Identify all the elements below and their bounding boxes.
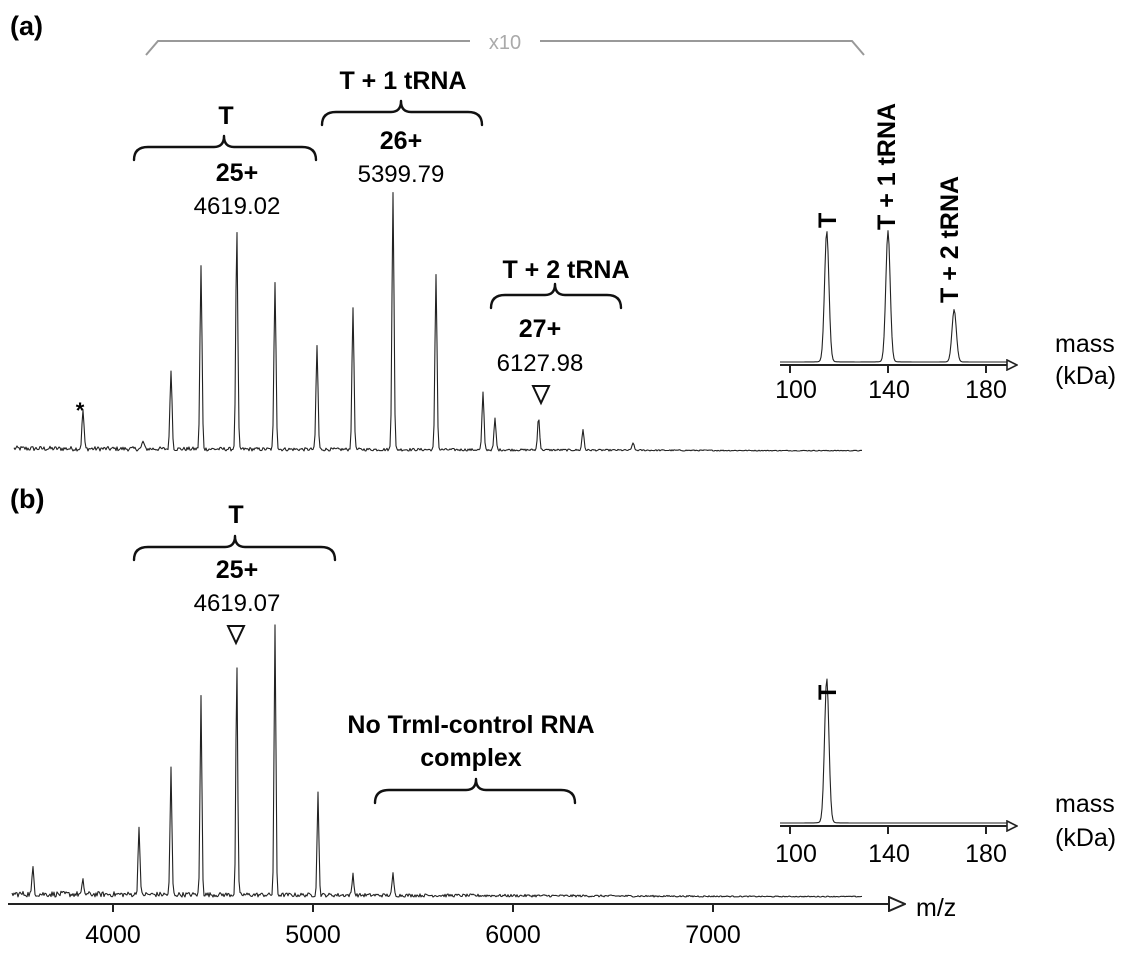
inset-a-tick-label: 140: [868, 376, 910, 404]
spectrum-a-trace: [13, 192, 863, 452]
star-marker: *: [76, 398, 85, 423]
charge-label: 25+: [216, 159, 258, 187]
annotation-group-t-1trna: T + 1 tRNA 26+ 5399.79: [320, 67, 484, 188]
peak-marker-triangle: [226, 625, 246, 646]
peak-marker-triangle: [531, 385, 551, 406]
x-axis-label: m/z: [916, 894, 956, 922]
inset-b-trace: [780, 678, 1012, 824]
group-brace: [132, 534, 337, 562]
inset-a-axis-label: mass: [1055, 330, 1115, 358]
x-tick-label: 4000: [85, 921, 141, 949]
annotation-group-t-2trna: T + 2 tRNA 27+ 6127.98: [489, 256, 630, 377]
mz-label: 4619.07: [194, 590, 281, 617]
group-brace: [320, 99, 484, 127]
mz-label: 5399.79: [358, 161, 445, 188]
note-brace: [373, 777, 577, 805]
inset-peak-label-t: T: [814, 213, 842, 228]
group-brace: [132, 134, 318, 162]
main-x-axis: 4000 5000 6000 7000 m/z: [8, 894, 956, 949]
mz-label: 6127.98: [497, 350, 584, 377]
inset-b-axis-label: mass: [1055, 790, 1115, 818]
x-tick-label: 6000: [485, 921, 541, 949]
scale-bracket: [145, 40, 865, 56]
scale-marker: x10: [489, 32, 521, 54]
panel-b: (b) T 25+ 4619.07 No TrmI-control RNA co…: [10, 484, 1116, 898]
inset-peak-label-t: T: [814, 685, 842, 700]
spectrum-b-trace: [11, 624, 863, 898]
inset-b-tick-label: 100: [775, 840, 817, 868]
panel-a: (a) x10 T 25+ 4619.02 T + 1 tRNA 26+ 539…: [10, 11, 1116, 452]
charge-label: 25+: [216, 556, 258, 584]
group-label: T + 2 tRNA: [502, 256, 629, 284]
no-complex-note: complex: [420, 744, 522, 772]
inset-a: 100 140 180 mass (kDa) T T + 1 tRNA T + …: [775, 103, 1116, 404]
group-label: T + 1 tRNA: [339, 67, 466, 95]
x-tick-label: 5000: [285, 921, 341, 949]
charge-label: 27+: [519, 315, 561, 343]
inset-b-tick-label: 140: [868, 840, 910, 868]
annotation-group-t: T 25+ 4619.02: [132, 102, 318, 220]
panel-b-label: (b): [10, 484, 44, 514]
group-label: T: [228, 501, 243, 529]
inset-b-tick-label: 180: [965, 840, 1007, 868]
inset-a-tick-label: 180: [965, 376, 1007, 404]
group-label: T: [218, 102, 233, 130]
panel-a-label: (a): [10, 11, 43, 41]
inset-b-axis-unit: (kDa): [1055, 824, 1116, 852]
no-complex-note: No TrmI-control RNA: [347, 711, 594, 739]
inset-b: 100 140 180 mass (kDa) T: [775, 678, 1116, 868]
inset-peak-label-t-1trna: T + 1 tRNA: [873, 103, 901, 230]
inset-a-axis-unit: (kDa): [1055, 362, 1116, 390]
inset-a-tick-label: 100: [775, 376, 817, 404]
charge-label: 26+: [380, 127, 422, 155]
inset-a-trace: [780, 230, 1012, 363]
group-brace: [489, 282, 623, 310]
x-tick-label: 7000: [685, 921, 741, 949]
annotation-group-t: T 25+ 4619.07: [132, 501, 337, 617]
inset-peak-label-t-2trna: T + 2 tRNA: [936, 176, 964, 303]
mz-label: 4619.02: [194, 193, 281, 220]
